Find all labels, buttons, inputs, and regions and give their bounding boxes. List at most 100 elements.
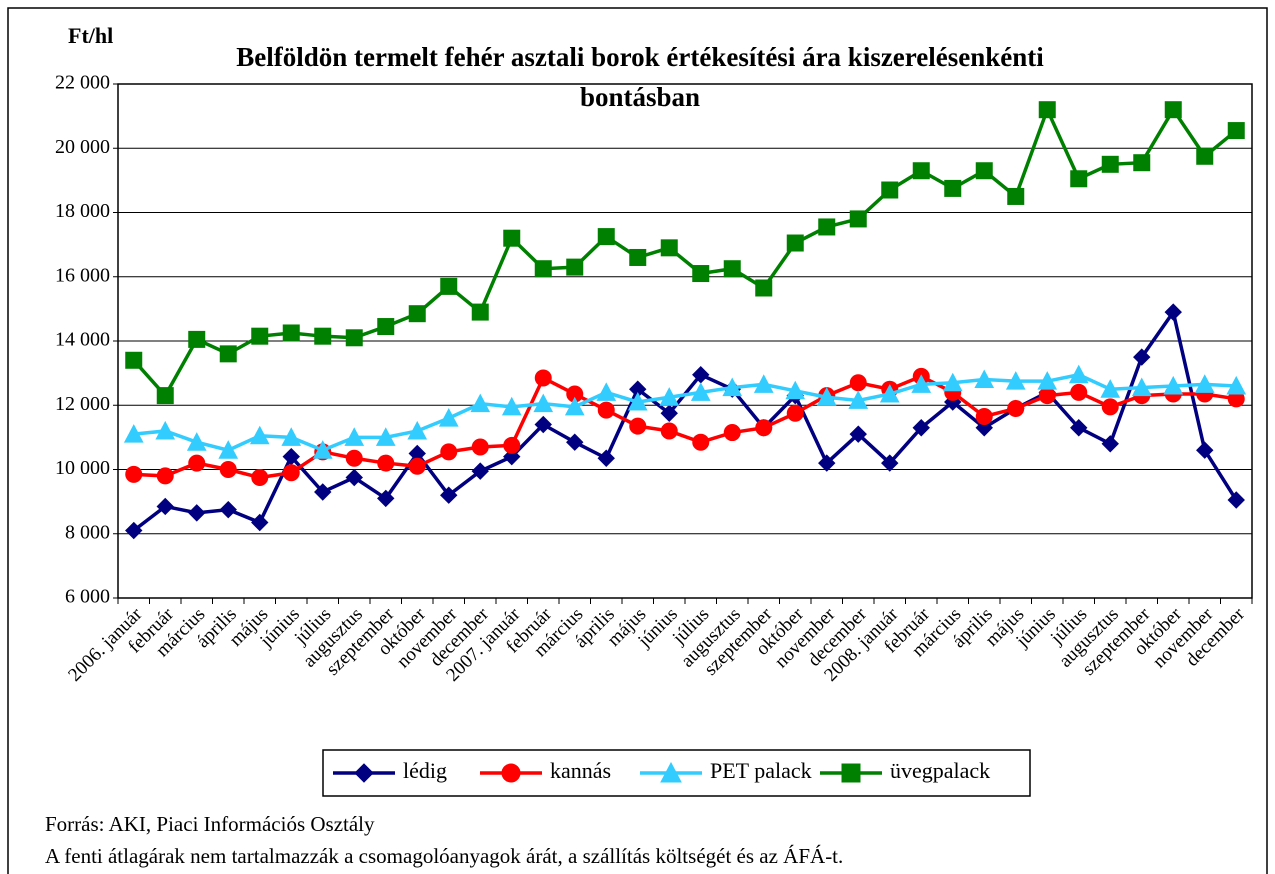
marker	[156, 467, 174, 485]
marker	[629, 417, 647, 435]
marker	[1068, 364, 1089, 384]
marker	[912, 162, 930, 180]
marker	[660, 239, 678, 257]
marker	[503, 229, 521, 247]
marker	[407, 420, 428, 440]
marker	[660, 422, 678, 440]
marker	[660, 404, 678, 422]
marker	[841, 763, 861, 783]
marker	[1196, 147, 1214, 165]
marker	[1196, 441, 1214, 459]
marker	[377, 454, 395, 472]
legend-label: üvegpalack	[890, 758, 990, 783]
marker	[975, 162, 993, 180]
marker	[723, 424, 741, 442]
marker	[1133, 348, 1151, 366]
marker	[251, 513, 269, 532]
y-tick-label: 18 000	[55, 200, 110, 222]
source-note: Forrás: AKI, Piaci Információs Osztály	[45, 812, 375, 836]
marker	[501, 763, 521, 783]
marker	[597, 228, 615, 246]
marker	[344, 427, 365, 446]
marker	[125, 351, 143, 369]
marker	[786, 404, 804, 422]
chart-title: bontásban	[580, 82, 700, 112]
marker	[816, 387, 837, 406]
marker	[659, 387, 680, 406]
marker	[345, 468, 363, 487]
y-tick-label: 8 000	[65, 521, 110, 543]
marker	[1164, 101, 1182, 119]
marker	[786, 234, 804, 252]
y-tick-label: 6 000	[65, 586, 110, 608]
marker	[218, 440, 239, 459]
y-axis-label: Ft/hl	[68, 23, 113, 48]
marker	[471, 438, 489, 456]
marker	[849, 425, 867, 443]
marker	[629, 248, 647, 266]
marker	[501, 396, 522, 416]
marker	[314, 483, 332, 501]
marker	[534, 260, 552, 278]
marker	[188, 454, 206, 472]
marker	[503, 436, 521, 454]
marker	[314, 327, 332, 345]
legend-label: PET palack	[710, 758, 812, 783]
marker	[1070, 383, 1088, 401]
marker	[156, 497, 174, 516]
marker	[1194, 374, 1215, 393]
marker	[849, 210, 867, 228]
marker	[375, 427, 396, 446]
marker	[690, 382, 711, 401]
marker	[1007, 187, 1025, 205]
marker	[155, 420, 176, 440]
marker	[408, 305, 426, 323]
marker	[1005, 371, 1026, 390]
marker	[1007, 399, 1025, 417]
series-line	[132, 105, 1238, 399]
marker	[377, 318, 395, 336]
marker	[1100, 379, 1121, 398]
legend-label: kannás	[550, 758, 611, 783]
marker	[912, 419, 930, 437]
marker	[597, 401, 615, 419]
marker	[408, 457, 426, 475]
marker	[1101, 155, 1119, 173]
marker	[848, 390, 869, 409]
marker	[534, 369, 552, 387]
marker	[755, 279, 773, 297]
legend-label: lédig	[403, 758, 447, 783]
marker	[282, 464, 300, 482]
marker	[1070, 170, 1088, 188]
marker	[440, 443, 458, 461]
y-tick-label: 16 000	[55, 264, 110, 286]
marker	[354, 763, 374, 783]
marker	[188, 504, 206, 522]
marker	[534, 415, 552, 434]
marker	[1226, 375, 1247, 395]
y-tick-label: 12 000	[55, 393, 110, 415]
marker	[755, 419, 773, 437]
marker	[1037, 371, 1058, 390]
marker	[881, 454, 899, 472]
marker	[1133, 154, 1151, 172]
marker	[818, 218, 836, 236]
marker	[1101, 435, 1119, 453]
marker	[471, 462, 489, 480]
marker	[1038, 101, 1056, 119]
marker	[251, 327, 269, 345]
marker	[722, 377, 743, 397]
y-tick-label: 10 000	[55, 457, 110, 479]
marker	[1227, 122, 1245, 140]
marker	[723, 260, 741, 278]
marker	[1070, 419, 1088, 437]
marker	[660, 761, 682, 783]
marker	[251, 469, 269, 487]
series-line	[133, 372, 1237, 453]
marker	[911, 374, 932, 393]
marker	[345, 449, 363, 467]
marker	[470, 393, 491, 413]
marker	[533, 393, 554, 413]
footnote: A fenti átlagárak nem tartalmazzák a cso…	[45, 844, 843, 868]
